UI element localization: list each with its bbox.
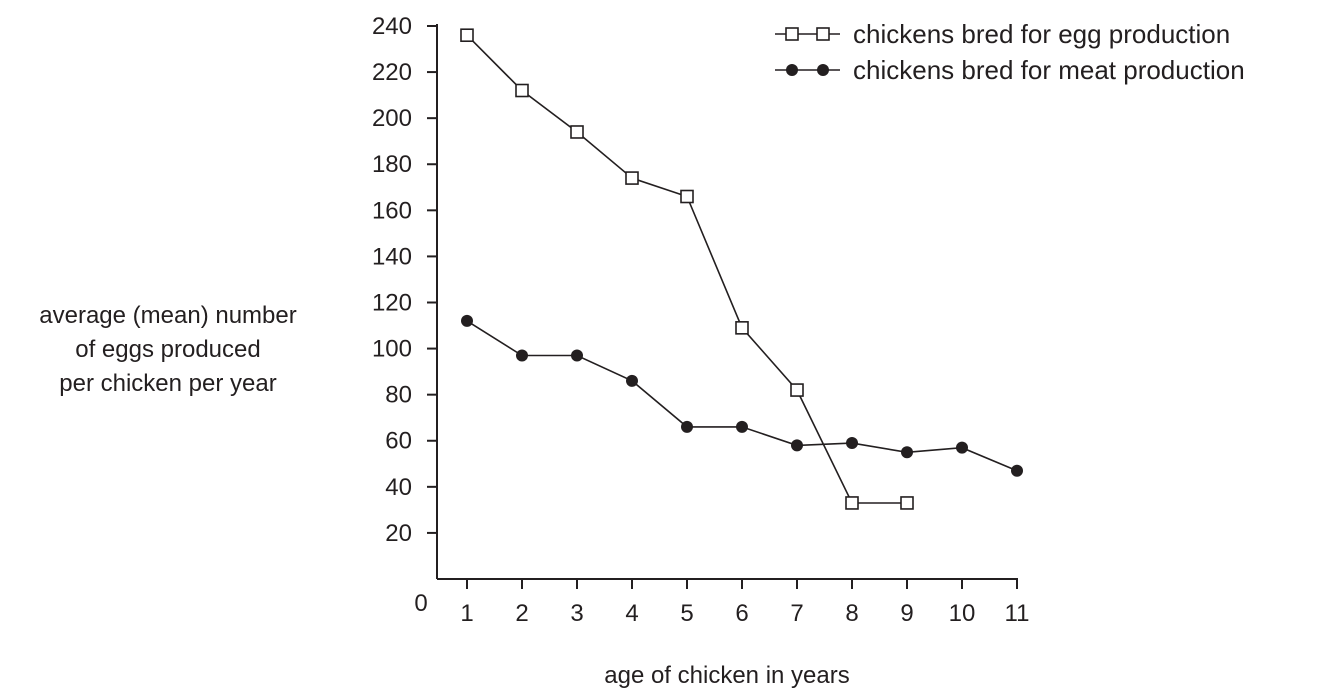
x-tick-label: 5 bbox=[680, 600, 693, 627]
legend-item: chickens bred for meat production bbox=[775, 55, 1245, 85]
data-point bbox=[785, 27, 799, 41]
y-tick-label: 200 bbox=[372, 105, 412, 132]
series-1 bbox=[460, 28, 914, 510]
x-axis-ticks: 1 2 3 4 5 6 7 8 9 10 11 bbox=[460, 579, 1029, 627]
series-layer bbox=[460, 28, 1023, 510]
data-point bbox=[816, 27, 830, 41]
legend-label: chickens bred for egg production bbox=[853, 19, 1230, 49]
legend-item: chickens bred for egg production bbox=[775, 19, 1230, 49]
data-point bbox=[846, 437, 858, 450]
data-point bbox=[791, 439, 803, 452]
origin-label: 0 bbox=[414, 590, 427, 617]
y-axis-ticks: 20 40 60 80 100 120 140 160 180 200 220 240 bbox=[372, 13, 437, 547]
data-point bbox=[1011, 464, 1023, 477]
x-tick-label: 4 bbox=[625, 600, 638, 627]
y-tick-label: 120 bbox=[372, 289, 412, 316]
data-point bbox=[460, 28, 474, 43]
y-tick-label: 100 bbox=[372, 336, 412, 363]
x-tick-label: 2 bbox=[515, 600, 528, 627]
y-tick-label: 160 bbox=[372, 197, 412, 224]
x-tick-label: 10 bbox=[949, 600, 976, 627]
series-2 bbox=[461, 314, 1023, 477]
y-axis-title-line: of eggs produced bbox=[75, 336, 260, 363]
y-tick-label: 40 bbox=[385, 474, 412, 501]
legend: chickens bred for egg production chickens… bbox=[775, 19, 1245, 85]
data-point bbox=[515, 83, 529, 98]
y-axis-title: average (mean) number of eggs produced per… bbox=[39, 302, 296, 397]
data-point bbox=[571, 349, 583, 362]
data-point bbox=[817, 64, 829, 76]
data-point bbox=[516, 349, 528, 362]
y-tick-label: 20 bbox=[385, 520, 412, 547]
data-point bbox=[570, 125, 584, 139]
data-point bbox=[956, 441, 968, 454]
axes bbox=[436, 24, 1018, 580]
data-point bbox=[845, 496, 859, 510]
y-axis-title-line: average (mean) number bbox=[39, 302, 296, 329]
data-point bbox=[735, 321, 749, 335]
data-point bbox=[680, 189, 694, 204]
x-tick-label: 9 bbox=[900, 600, 913, 627]
y-axis-title-line: per chicken per year bbox=[59, 370, 276, 397]
x-tick-label: 3 bbox=[570, 600, 583, 627]
x-tick-label: 8 bbox=[845, 600, 858, 627]
data-point bbox=[736, 420, 748, 433]
x-tick-label: 11 bbox=[1005, 600, 1030, 627]
series-line bbox=[466, 320, 1018, 472]
y-tick-label: 80 bbox=[385, 382, 412, 409]
y-tick-label: 60 bbox=[385, 428, 412, 455]
data-point bbox=[625, 171, 639, 185]
y-tick-label: 180 bbox=[372, 151, 412, 178]
y-tick-label: 220 bbox=[372, 59, 412, 86]
y-tick-label: 140 bbox=[372, 243, 412, 270]
data-point bbox=[786, 64, 798, 76]
data-point bbox=[461, 314, 473, 327]
data-point bbox=[900, 496, 914, 510]
data-point bbox=[901, 446, 913, 459]
x-tick-label: 1 bbox=[460, 600, 473, 627]
y-tick-label: 240 bbox=[372, 13, 412, 40]
data-point bbox=[626, 374, 638, 387]
legend-label: chickens bred for meat production bbox=[853, 55, 1245, 85]
x-tick-label: 7 bbox=[790, 600, 803, 627]
data-point bbox=[790, 383, 804, 397]
x-tick-label: 6 bbox=[735, 600, 748, 627]
data-point bbox=[681, 420, 693, 433]
x-axis-title: age of chicken in years bbox=[604, 662, 849, 689]
